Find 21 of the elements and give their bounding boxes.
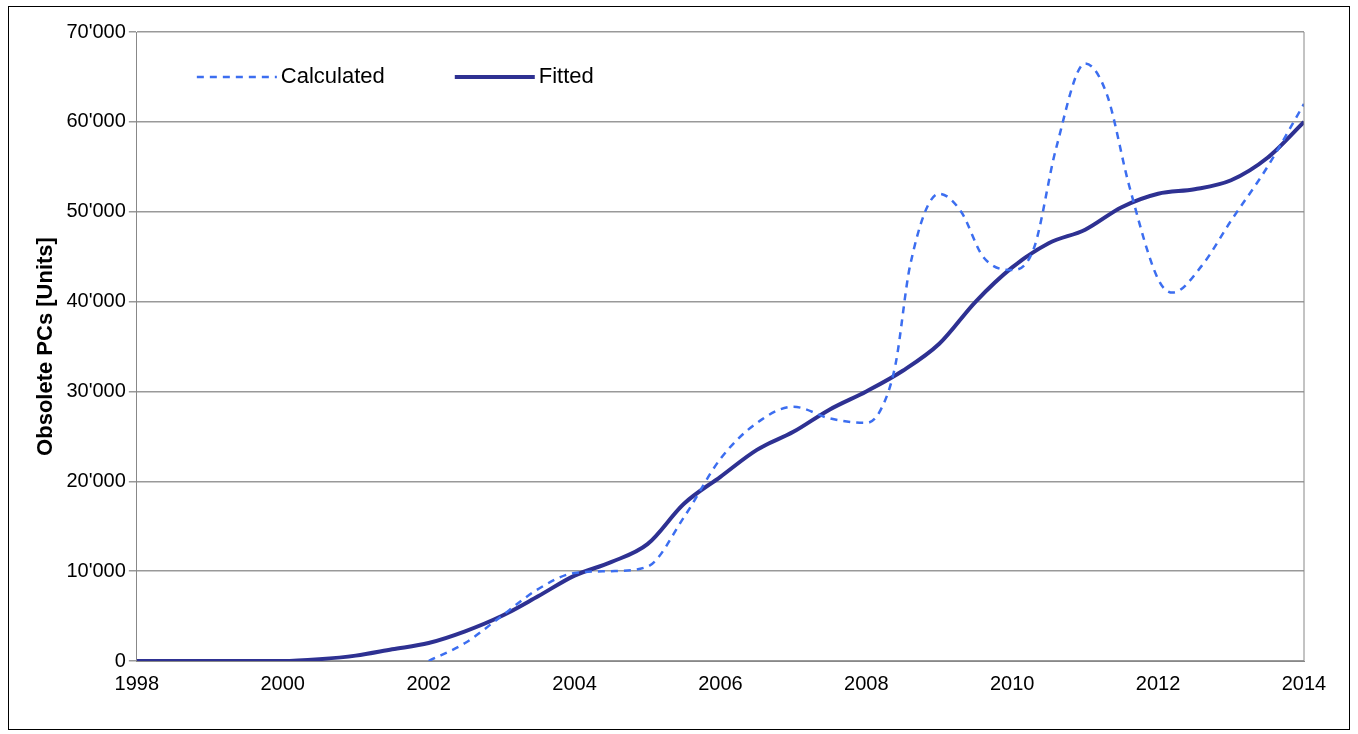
x-tick-label: 2008 bbox=[844, 671, 889, 694]
x-tick-label: 1998 bbox=[114, 671, 160, 694]
x-tick-label: 2014 bbox=[1281, 671, 1327, 694]
line-series bbox=[427, 62, 1304, 661]
x-tick-label: 2004 bbox=[552, 671, 597, 694]
legend-label: Fitted bbox=[538, 63, 594, 89]
x-tick-label: 2010 bbox=[989, 671, 1035, 694]
x-tick-label: 2012 bbox=[1135, 671, 1181, 694]
y-tick-label: 0 bbox=[114, 648, 126, 671]
x-tick-label: 2000 bbox=[260, 671, 305, 694]
y-tick-label: 40'000 bbox=[66, 289, 126, 312]
y-tick-label: 50'000 bbox=[66, 199, 126, 222]
x-tick-label: 2006 bbox=[698, 671, 743, 694]
legend-label: Calculated bbox=[280, 63, 385, 89]
y-tick-label: 30'000 bbox=[66, 378, 126, 401]
y-tick-label: 20'000 bbox=[66, 468, 126, 491]
y-axis-title: Obsolete PCs [Units] bbox=[32, 237, 58, 456]
y-tick-label: 70'000 bbox=[66, 19, 126, 42]
y-tick-label: 60'000 bbox=[66, 109, 126, 132]
x-tick-label: 2002 bbox=[406, 671, 451, 694]
y-tick-label: 10'000 bbox=[66, 558, 126, 581]
